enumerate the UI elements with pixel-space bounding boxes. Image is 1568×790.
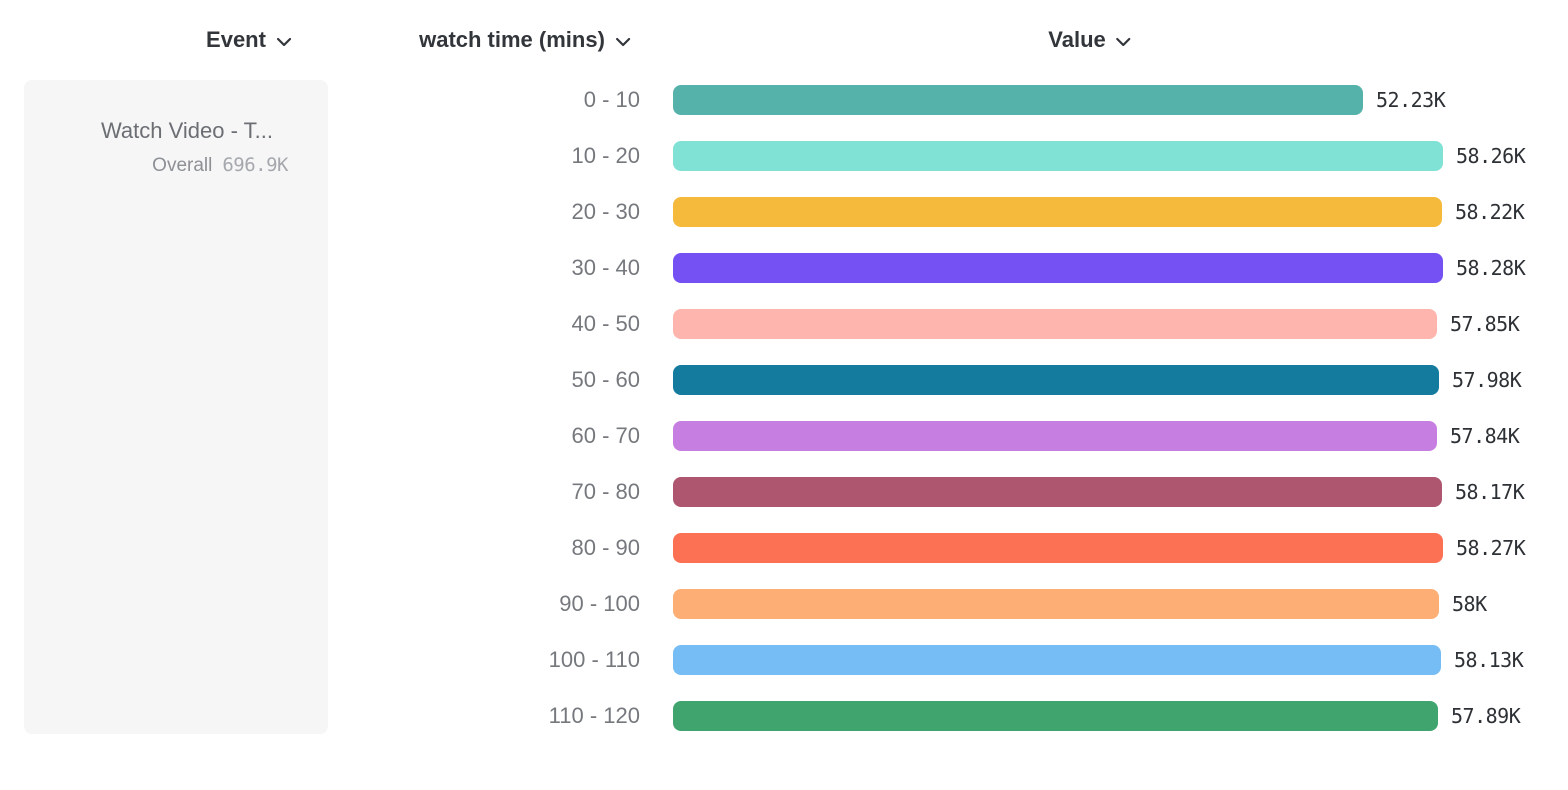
event-panel[interactable]: Watch Video - T... Overall 696.9K: [24, 80, 328, 734]
bar-row: 30 - 40 58.28K: [0, 240, 1568, 296]
bar-chart: 0 - 10 52.23K 10 - 20 58.26K 20 - 30 58.…: [0, 72, 1568, 744]
bar-row: 50 - 60 57.98K: [0, 352, 1568, 408]
bucket-label: 110 - 120: [548, 703, 640, 728]
bar-value-label: 57.98K: [1452, 368, 1522, 392]
bar-segment[interactable]: [673, 253, 1443, 283]
bar-segment[interactable]: [673, 365, 1439, 395]
bar-row: 40 - 50 57.85K: [0, 296, 1568, 352]
bucket-label: 0 - 10: [583, 87, 640, 112]
bar-segment[interactable]: [673, 309, 1437, 339]
bar-value-label: 58.17K: [1455, 480, 1525, 504]
bar-segment[interactable]: [673, 477, 1442, 507]
bar-value-label: 57.89K: [1451, 704, 1521, 728]
column-header-event[interactable]: Event: [206, 27, 292, 53]
bar-row: 110 - 120 57.89K: [0, 688, 1568, 744]
overall-value: 696.9K: [222, 154, 288, 176]
bar-value-label: 58.13K: [1454, 648, 1524, 672]
bucket-label: 30 - 40: [571, 255, 641, 280]
bar-row: 60 - 70 57.84K: [0, 408, 1568, 464]
bar-segment[interactable]: [673, 589, 1439, 619]
bar-row: 20 - 30 58.22K: [0, 184, 1568, 240]
bar-row: 100 - 110 58.13K: [0, 632, 1568, 688]
bucket-label: 80 - 90: [571, 535, 641, 560]
column-header-value-label: Value: [1048, 27, 1106, 52]
bar-segment[interactable]: [673, 645, 1441, 675]
bar-value-label: 58.26K: [1456, 144, 1526, 168]
bar-value-label: 58.27K: [1456, 536, 1526, 560]
bucket-label: 70 - 80: [571, 479, 641, 504]
bar-row: 80 - 90 58.27K: [0, 520, 1568, 576]
chevron-down-icon: [1116, 34, 1132, 47]
bar-segment[interactable]: [673, 197, 1442, 227]
bar-value-label: 58.22K: [1455, 200, 1525, 224]
bar-segment[interactable]: [673, 141, 1443, 171]
bucket-label: 40 - 50: [571, 311, 641, 336]
bar-value-label: 52.23K: [1376, 88, 1446, 112]
overall-label: Overall: [152, 155, 213, 176]
bucket-label: 20 - 30: [571, 199, 641, 224]
bucket-label: 10 - 20: [571, 143, 641, 168]
event-name: Watch Video - T...: [100, 118, 273, 143]
bar-value-label: 58.28K: [1456, 256, 1526, 280]
column-header-value[interactable]: Value: [1048, 27, 1131, 53]
bar-row: 10 - 20 58.26K: [0, 128, 1568, 184]
bucket-label: 50 - 60: [571, 367, 641, 392]
bar-value-label: 58K: [1452, 592, 1487, 616]
bucket-label: 60 - 70: [571, 423, 641, 448]
overall-row: Overall 696.9K: [24, 154, 328, 177]
column-header-watch-time[interactable]: watch time (mins): [419, 27, 631, 53]
bar-value-label: 57.85K: [1450, 312, 1520, 336]
chevron-down-icon: [276, 34, 292, 47]
bar-row: 0 - 10 52.23K: [0, 72, 1568, 128]
bar-row: 90 - 100 58K: [0, 576, 1568, 632]
bar-segment[interactable]: [673, 533, 1443, 563]
bar-row: 70 - 80 58.17K: [0, 464, 1568, 520]
column-header-watch-time-label: watch time (mins): [419, 27, 605, 52]
bar-value-label: 57.84K: [1450, 424, 1520, 448]
bucket-label: 90 - 100: [559, 591, 640, 616]
bucket-label: 100 - 110: [548, 647, 640, 672]
bar-segment[interactable]: [673, 421, 1437, 451]
column-header-event-label: Event: [206, 27, 266, 52]
chevron-down-icon: [615, 34, 631, 47]
bar-segment[interactable]: [673, 85, 1363, 115]
bar-segment[interactable]: [673, 701, 1438, 731]
